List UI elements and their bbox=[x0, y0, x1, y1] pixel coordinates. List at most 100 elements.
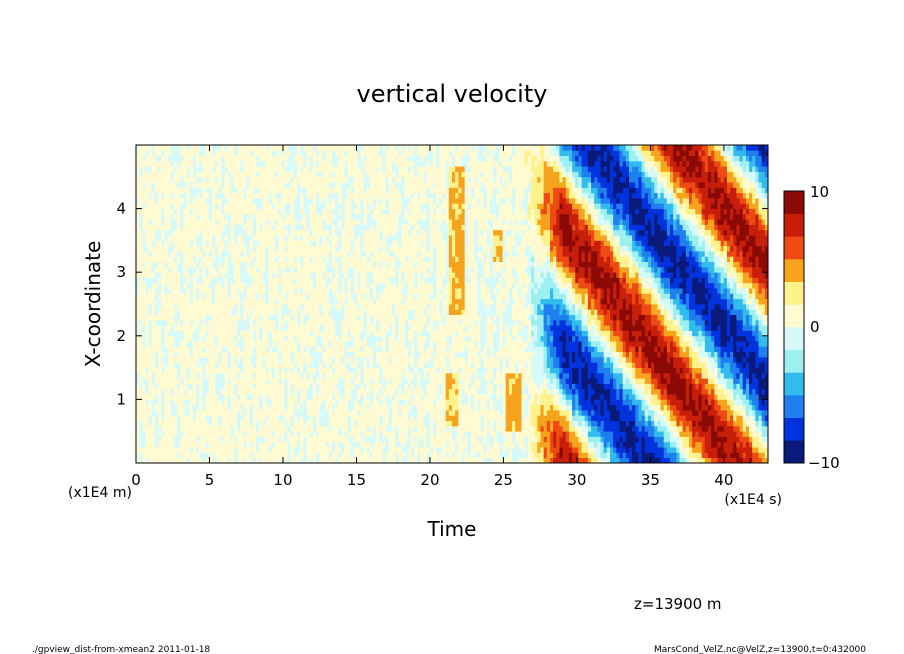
heatmap-cell bbox=[360, 309, 364, 315]
heatmap-cell bbox=[208, 145, 213, 151]
heatmap-cell bbox=[139, 420, 143, 427]
heatmap-cell bbox=[319, 293, 323, 300]
heatmap-cell bbox=[350, 160, 355, 167]
heatmap-cell bbox=[354, 266, 358, 273]
heatmap-cell bbox=[211, 367, 216, 374]
heatmap-cell bbox=[233, 293, 238, 300]
heatmap-cell bbox=[391, 372, 396, 379]
heatmap-cell bbox=[347, 145, 352, 151]
heatmap-cell bbox=[300, 372, 304, 379]
heatmap-cell bbox=[136, 219, 140, 225]
heatmap-cell bbox=[284, 304, 289, 310]
heatmap-cell bbox=[268, 171, 273, 178]
heatmap-cell bbox=[211, 155, 216, 162]
heatmap-cell bbox=[369, 415, 374, 421]
heatmap-cell bbox=[382, 266, 387, 273]
heatmap-cell bbox=[322, 282, 326, 289]
heatmap-cell bbox=[385, 198, 390, 204]
heatmap-cell bbox=[347, 245, 352, 252]
heatmap-cell bbox=[183, 457, 187, 463]
heatmap-cell bbox=[297, 203, 301, 209]
heatmap-cell bbox=[385, 192, 390, 199]
heatmap-cell bbox=[303, 235, 308, 241]
heatmap-cell bbox=[366, 150, 371, 156]
heatmap-cell bbox=[246, 404, 251, 411]
heatmap-cell bbox=[388, 314, 393, 321]
heatmap-cell bbox=[303, 372, 308, 379]
heatmap-cell bbox=[331, 346, 336, 353]
heatmap-cell bbox=[215, 410, 219, 416]
heatmap-cell bbox=[205, 208, 210, 215]
heatmap-cell bbox=[344, 388, 349, 395]
heatmap-cell bbox=[205, 176, 210, 183]
heatmap-cell bbox=[395, 357, 399, 363]
heatmap-cell bbox=[186, 192, 191, 199]
heatmap-cell bbox=[322, 425, 326, 432]
heatmap-cell bbox=[303, 447, 308, 453]
heatmap-cell bbox=[363, 213, 368, 220]
heatmap-cell bbox=[366, 160, 371, 167]
heatmap-cell bbox=[180, 155, 184, 162]
heatmap-cell bbox=[341, 319, 345, 326]
heatmap-cell bbox=[309, 314, 314, 321]
heatmap-cell bbox=[139, 394, 143, 400]
heatmap-cell bbox=[388, 383, 393, 390]
heatmap-cell bbox=[259, 266, 263, 273]
heatmap-cell bbox=[388, 436, 393, 443]
heatmap-cell bbox=[161, 245, 165, 252]
heatmap-cell bbox=[309, 155, 314, 162]
heatmap-cell bbox=[395, 198, 399, 204]
heatmap-cell bbox=[224, 420, 229, 427]
heatmap-cell bbox=[281, 357, 285, 363]
heatmap-cell bbox=[154, 240, 159, 247]
heatmap-cell bbox=[208, 420, 213, 427]
heatmap-cell bbox=[290, 335, 295, 342]
heatmap-cell bbox=[319, 198, 323, 204]
heatmap-cell bbox=[151, 335, 156, 342]
heatmap-cell bbox=[360, 150, 364, 156]
heatmap-cell bbox=[246, 394, 251, 400]
heatmap-cell bbox=[382, 362, 387, 368]
heatmap-cell bbox=[161, 335, 165, 342]
heatmap-cell bbox=[271, 425, 276, 432]
heatmap-cell bbox=[278, 388, 282, 395]
heatmap-cell bbox=[161, 309, 165, 315]
heatmap-cell bbox=[158, 277, 162, 284]
heatmap-cell bbox=[142, 145, 146, 151]
heatmap-cell bbox=[284, 240, 289, 247]
heatmap-cell bbox=[259, 415, 263, 421]
heatmap-cell bbox=[189, 410, 194, 416]
heatmap-cell bbox=[196, 266, 200, 273]
heatmap-cell bbox=[319, 145, 323, 151]
heatmap-cell bbox=[230, 171, 235, 178]
heatmap-cell bbox=[309, 261, 314, 268]
heatmap-cell bbox=[256, 420, 260, 427]
heatmap-cell bbox=[142, 192, 146, 199]
heatmap-cell bbox=[382, 187, 387, 194]
heatmap-cell bbox=[136, 346, 140, 353]
heatmap-cell bbox=[344, 171, 349, 178]
heatmap-cell bbox=[297, 182, 301, 188]
heatmap-cell bbox=[173, 415, 178, 421]
heatmap-cell bbox=[376, 198, 380, 204]
heatmap-cell bbox=[312, 251, 317, 257]
heatmap-cell bbox=[170, 415, 175, 421]
heatmap-cell bbox=[312, 272, 317, 278]
heatmap-cell bbox=[211, 150, 216, 156]
heatmap-cell bbox=[275, 362, 279, 368]
heatmap-cell bbox=[202, 182, 206, 188]
heatmap-cell bbox=[306, 415, 311, 421]
heatmap-cell bbox=[385, 251, 390, 257]
heatmap-cell bbox=[240, 431, 244, 437]
heatmap-cell bbox=[158, 415, 162, 421]
heatmap-cell bbox=[319, 362, 323, 368]
heatmap-cell bbox=[303, 351, 308, 358]
heatmap-cell bbox=[294, 182, 298, 188]
heatmap-cell bbox=[211, 235, 216, 241]
heatmap-cell bbox=[186, 208, 191, 215]
heatmap-cell bbox=[148, 245, 153, 252]
heatmap-cell bbox=[246, 166, 251, 172]
heatmap-cell bbox=[325, 171, 330, 178]
heatmap-cell bbox=[252, 198, 257, 204]
heatmap-cell bbox=[230, 224, 235, 231]
